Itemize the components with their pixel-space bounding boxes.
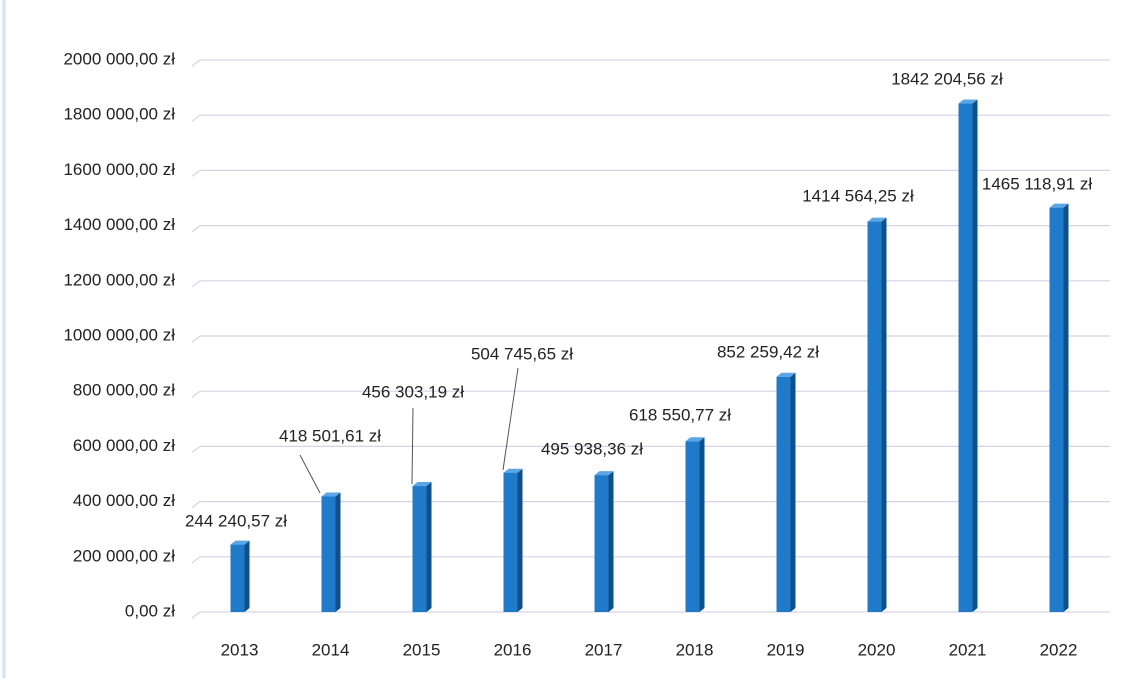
y-tick-label: 2000 000,00 zł [63, 49, 175, 68]
bar-side [881, 217, 887, 612]
data-label: 456 303,19 zł [362, 382, 464, 401]
y-tick-label: 400 000,00 zł [73, 491, 175, 510]
bar [594, 475, 609, 612]
bar [1049, 207, 1064, 612]
bar [321, 496, 336, 612]
bar [412, 486, 427, 612]
bar-side [1063, 203, 1069, 612]
y-tick-label: 0,00 zł [125, 601, 175, 620]
y-tick-label: 1800 000,00 zł [63, 105, 175, 124]
x-tick-label: 2019 [767, 640, 805, 659]
bar [230, 544, 245, 612]
data-label: 1414 564,25 zł [802, 186, 914, 205]
y-tick-label: 1000 000,00 zł [63, 325, 175, 344]
bar-side [790, 372, 796, 612]
bar-side [335, 492, 341, 612]
leader-line [502, 367, 519, 471]
bar [958, 103, 973, 612]
grid-slant [191, 225, 201, 233]
data-label: 618 550,77 zł [629, 405, 731, 424]
data-label: 495 938,36 zł [541, 439, 643, 458]
x-tick-label: 2017 [585, 640, 623, 659]
bar-top [776, 372, 796, 377]
data-label: 1842 204,56 zł [891, 69, 1003, 88]
grid-slant [191, 501, 201, 509]
y-tick-label: 1200 000,00 zł [63, 270, 175, 289]
leader-line [299, 454, 321, 494]
bar-side [517, 468, 523, 612]
bar-side [244, 540, 250, 612]
bar-top [503, 468, 523, 473]
bar-top [594, 471, 614, 476]
bar-top [321, 492, 341, 497]
grid-slant [191, 59, 201, 67]
grid-slant [191, 390, 201, 398]
bar-top [867, 217, 887, 222]
bar-side [426, 482, 432, 612]
data-label: 504 745,65 zł [471, 344, 573, 363]
bar [776, 376, 791, 612]
bar-side [699, 437, 705, 612]
grid-slant [191, 114, 201, 122]
y-tick-label: 200 000,00 zł [73, 546, 175, 565]
bar [685, 441, 700, 612]
x-tick-label: 2022 [1040, 640, 1078, 659]
bar-top [958, 99, 978, 104]
grid-slant [191, 280, 201, 288]
y-tick-label: 600 000,00 zł [73, 436, 175, 455]
grid-slant [191, 445, 201, 453]
x-tick-label: 2016 [494, 640, 532, 659]
y-tick-label: 1400 000,00 zł [63, 215, 175, 234]
bar-top [230, 540, 250, 545]
x-tick-label: 2013 [221, 640, 259, 659]
bar-side [608, 471, 614, 612]
data-label: 852 259,42 zł [717, 342, 819, 361]
data-label: 1465 118,91 zł [982, 174, 1092, 193]
leader-line [411, 407, 414, 485]
bar [867, 221, 882, 612]
y-tick-label: 800 000,00 zł [73, 381, 175, 400]
bar [503, 472, 518, 612]
x-tick-label: 2014 [312, 640, 350, 659]
grid-slant [191, 611, 201, 619]
data-label: 244 240,57 zł [185, 511, 287, 530]
grid-slant [191, 169, 201, 177]
bar-top [685, 437, 705, 442]
grid-slant [191, 335, 201, 343]
bar-side [972, 99, 978, 613]
x-tick-label: 2018 [676, 640, 714, 659]
y-tick-label: 1600 000,00 zł [63, 160, 175, 179]
grid-slant [191, 556, 201, 564]
x-tick-label: 2015 [403, 640, 441, 659]
bar-top [412, 482, 432, 487]
bar-top [1049, 203, 1069, 208]
x-tick-label: 2020 [858, 640, 896, 659]
data-label: 418 501,61 zł [279, 426, 381, 445]
x-tick-label: 2021 [949, 640, 987, 659]
